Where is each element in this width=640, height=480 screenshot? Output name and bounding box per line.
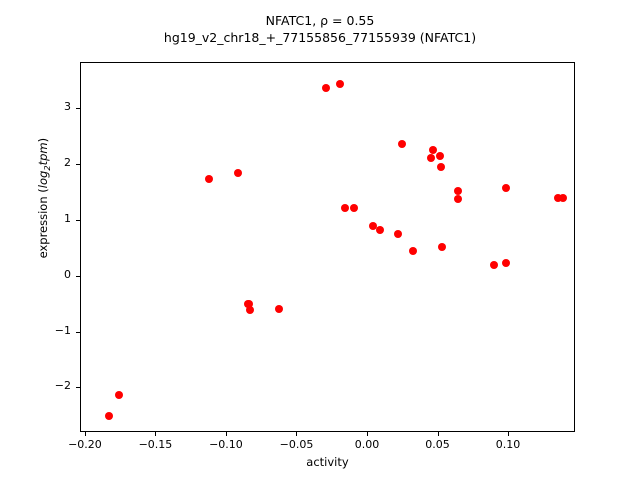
scatter-point [437, 163, 446, 172]
x-axis-tick-label: −0.10 [209, 438, 243, 451]
y-axis-tick [76, 275, 80, 277]
x-axis-tick [84, 432, 86, 436]
x-axis-tick [225, 432, 227, 436]
scatter-point [453, 187, 462, 196]
scatter-point [375, 226, 384, 235]
x-axis-tick-label: 0.05 [425, 438, 450, 451]
y-axis-tick-label: 2 [64, 156, 71, 170]
scatter-point [233, 169, 242, 178]
scatter-point [104, 411, 113, 420]
scatter-point [114, 391, 123, 400]
y-axis-tick [76, 219, 80, 221]
scatter-point [554, 193, 563, 202]
scatter-point [397, 139, 406, 148]
scatter-point [438, 243, 447, 252]
y-axis-label: expression (log2tpm) [36, 58, 52, 338]
scatter-point [453, 194, 462, 203]
y-axis-tick-label: 1 [64, 211, 71, 225]
scatter-point [335, 79, 344, 88]
x-axis-label: activity [306, 455, 349, 469]
scatter-point [341, 203, 349, 212]
scatter-point [559, 193, 568, 202]
y-axis-label-tpm: tpm [35, 142, 50, 166]
x-axis-tick [155, 432, 157, 436]
x-axis-tick-label: −0.20 [68, 438, 102, 451]
y-axis-tick-label: −2 [54, 379, 71, 393]
y-axis-label-prefix: expression ( [35, 188, 50, 259]
scatter-point [321, 83, 330, 92]
y-axis-tick [76, 164, 80, 166]
scatter-point [502, 184, 511, 193]
x-axis-tick-label: 0.00 [354, 438, 380, 451]
scatter-point [408, 247, 417, 256]
y-axis-tick-label: 0 [64, 267, 71, 281]
x-axis-tick [366, 432, 368, 436]
scatter-point [490, 260, 499, 269]
chart-title: NFATC1, ρ = 0.55 [265, 13, 375, 28]
scatter-point [204, 174, 213, 183]
x-axis-tick-label: −0.05 [279, 438, 314, 451]
scatter-point [429, 145, 437, 154]
y-axis-label-suffix: ) [35, 137, 50, 143]
x-axis-tick [508, 432, 509, 436]
scatter-point [244, 300, 253, 309]
y-axis-tick-label: −1 [54, 323, 71, 337]
y-axis-label-log: log [35, 170, 50, 189]
plot-axes-frame [80, 62, 575, 432]
y-axis-tick [76, 387, 80, 389]
scatter-point [436, 151, 445, 160]
y-axis-label-subscript: 2 [42, 165, 53, 171]
scatter-point [502, 258, 511, 267]
y-axis-tick [76, 108, 80, 110]
scatter-point [368, 221, 377, 230]
chart-subtitle: hg19_v2_chr18_+_77155856_77155939 (NFATC… [163, 30, 477, 45]
x-axis-tick [296, 432, 298, 436]
scatter-point [350, 203, 359, 212]
scatter-point [427, 153, 436, 162]
x-axis-tick [437, 432, 439, 436]
scatter-point [245, 306, 254, 315]
data-points-layer [81, 63, 574, 431]
chart-title-block: NFATC1, ρ = 0.55 hg19_v2_chr18_+_7715585… [0, 12, 640, 46]
x-axis-tick-label: −0.15 [138, 438, 173, 451]
y-axis-tick-label: 3 [64, 100, 71, 114]
scatter-point [275, 305, 283, 314]
scatter-point [394, 230, 403, 239]
y-axis-tick [76, 331, 80, 333]
x-axis-tick-label: 0.10 [495, 438, 521, 451]
